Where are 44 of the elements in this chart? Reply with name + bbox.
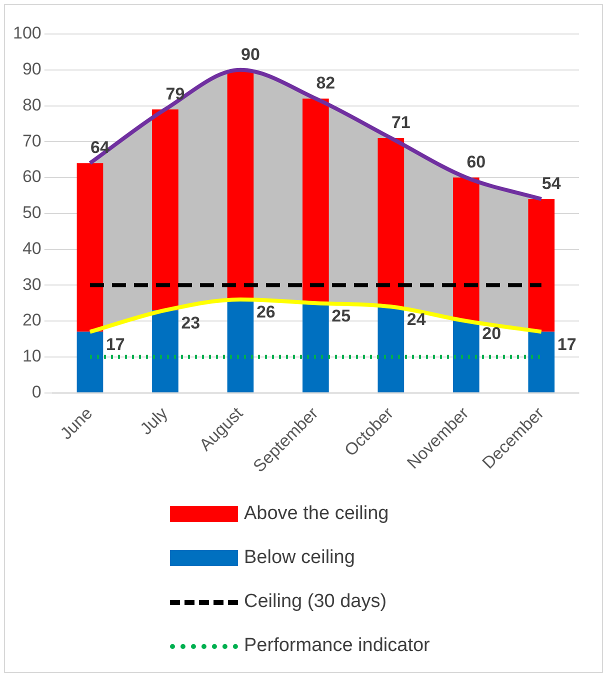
bar xyxy=(152,109,178,310)
bar xyxy=(528,199,555,332)
legend-label: Above the ceiling xyxy=(244,503,389,525)
total-label: 54 xyxy=(542,174,562,194)
bar xyxy=(302,303,329,392)
x-tick-label: July xyxy=(136,403,172,439)
data-label: 20 xyxy=(482,324,502,344)
y-tick-label: 50 xyxy=(22,203,42,222)
bar xyxy=(76,163,104,332)
bar xyxy=(76,332,104,392)
bar xyxy=(152,310,178,392)
data-label: 25 xyxy=(332,306,351,326)
y-tick-label: 0 xyxy=(32,382,42,402)
bar xyxy=(528,332,555,392)
y-tick-label: 10 xyxy=(22,346,42,366)
y-tick-label: 90 xyxy=(22,60,42,79)
total-label: 71 xyxy=(391,113,410,132)
data-label: 24 xyxy=(406,310,426,329)
y-tick-label: 80 xyxy=(22,95,42,114)
total-label: 79 xyxy=(166,84,185,104)
total-label: 82 xyxy=(316,74,336,93)
total-label: 90 xyxy=(240,44,260,64)
bar xyxy=(378,138,404,307)
data-label: 17 xyxy=(557,334,576,354)
bar xyxy=(378,306,404,392)
data-label: 17 xyxy=(106,334,125,354)
bar xyxy=(452,321,480,392)
bar xyxy=(227,70,254,300)
y-tick-label: 100 xyxy=(12,24,42,43)
y-tick-label: 40 xyxy=(22,238,42,258)
line-series xyxy=(88,68,544,202)
bar xyxy=(452,178,480,322)
legend-label: Below ceiling xyxy=(244,547,355,569)
y-tick-label: 60 xyxy=(22,167,42,186)
legend-label: Ceiling (30 days) xyxy=(244,591,387,613)
y-tick-label: 20 xyxy=(22,310,42,330)
y-tick-label: 30 xyxy=(22,274,42,294)
y-tick-label: 70 xyxy=(22,131,42,150)
total-label: 60 xyxy=(466,152,486,172)
data-label: 23 xyxy=(181,313,200,332)
data-label: 26 xyxy=(256,302,276,322)
total-label: 64 xyxy=(90,138,110,158)
legend-label: Performance indicator xyxy=(244,635,430,657)
bar xyxy=(302,98,329,304)
